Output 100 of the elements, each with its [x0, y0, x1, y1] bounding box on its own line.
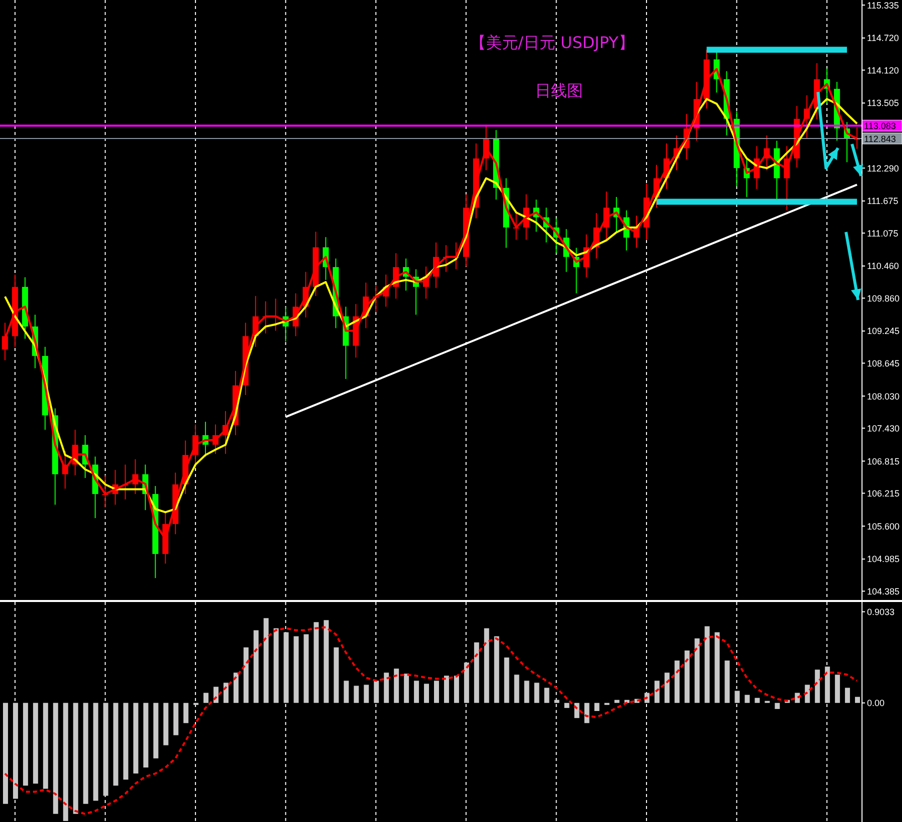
y-tick-label: 106.215: [867, 488, 900, 498]
y-tick-label: 0.9033: [867, 606, 895, 617]
bar: [514, 674, 520, 703]
bar: [264, 618, 269, 703]
bar: [814, 670, 820, 703]
bar: [374, 680, 379, 703]
bar: [153, 702, 158, 758]
bar: [183, 702, 188, 724]
bar: [244, 647, 249, 703]
bar: [854, 696, 860, 703]
bar: [224, 682, 229, 703]
bar: [424, 684, 429, 703]
y-tick-label: 108.645: [867, 358, 900, 368]
text: 【美元/日元 USDJPY】: [470, 33, 634, 54]
y-tick-label: 111.675: [867, 196, 898, 206]
bar: [314, 622, 319, 703]
bar: [664, 672, 670, 703]
text: 日线图: [535, 81, 583, 102]
bar: [824, 666, 830, 703]
bar: [494, 636, 500, 703]
bar: [163, 702, 168, 746]
bar: [53, 702, 58, 814]
bar: [844, 688, 850, 703]
y-tick-label: 114.120: [867, 65, 899, 76]
bar: [544, 688, 550, 703]
bar: [43, 702, 48, 789]
y-tick-label: 114.720: [867, 33, 899, 44]
bar: [484, 628, 490, 703]
y-tick-label: 104.385: [867, 586, 900, 596]
y-tick-label: 111.075: [867, 228, 898, 238]
y-tick-label: 115.335: [867, 0, 899, 10]
bar: [23, 702, 28, 786]
bar: [774, 702, 780, 709]
bar: [13, 702, 18, 799]
bar: [334, 647, 339, 703]
bar: [804, 684, 810, 703]
bar: [734, 690, 740, 703]
y-tick-label: 109.245: [867, 326, 900, 336]
y-tick-label: 110.460: [867, 261, 899, 272]
bar: [123, 702, 128, 780]
bar: [394, 668, 399, 703]
bar: [594, 702, 600, 711]
y-tick-label: 108.030: [867, 391, 900, 402]
bar: [744, 694, 750, 703]
bar: [724, 660, 730, 703]
bar: [93, 702, 98, 801]
bar: [464, 662, 470, 703]
bar: [474, 642, 480, 703]
bar: [684, 650, 690, 703]
bar: [113, 702, 118, 786]
y-tick-label: 109.860: [867, 293, 900, 304]
bar: [83, 702, 88, 804]
bar: [434, 680, 440, 703]
bar: [254, 630, 259, 703]
bar: [143, 702, 148, 768]
bar: [103, 702, 108, 796]
bar: [454, 676, 460, 703]
bar: [674, 660, 680, 703]
bar: [344, 680, 349, 703]
bar: [714, 632, 720, 703]
bar: [534, 682, 540, 703]
bar: [524, 680, 530, 703]
bar: [63, 702, 68, 821]
bar: [834, 674, 840, 703]
y-tick-label: 112.290: [867, 163, 899, 174]
bar: [704, 626, 710, 703]
bar: [73, 702, 78, 814]
bar: [33, 702, 38, 784]
bar: [404, 674, 409, 703]
ref-line-label: 112.843: [864, 134, 896, 144]
y-tick-label: 113.505: [867, 98, 899, 108]
bar: [554, 700, 560, 703]
line-series: [4, 626, 858, 815]
y-tick-label: 104.985: [867, 554, 900, 564]
y-tick-label: 107.430: [867, 423, 900, 434]
ref-line-label: 113.083: [864, 121, 896, 132]
bar: [584, 702, 590, 724]
bar: [133, 702, 138, 774]
bar: [284, 632, 289, 703]
bar: [614, 700, 620, 703]
y-tick-label: 105.600: [867, 521, 900, 532]
bar: [324, 620, 329, 703]
bar: [444, 676, 450, 703]
bar: [504, 658, 510, 703]
bar: [274, 628, 279, 703]
bar: [354, 686, 359, 703]
bar: [294, 636, 299, 703]
bar: [364, 684, 369, 703]
bar: [3, 702, 8, 804]
bar: [414, 680, 419, 703]
bar: [173, 702, 178, 736]
bar: [754, 698, 760, 703]
bar: [564, 702, 570, 708]
bar: [654, 680, 660, 703]
bar: [203, 692, 208, 703]
y-tick-label: 0.00: [867, 698, 885, 708]
bar: [384, 672, 389, 703]
y-tick-label: 106.815: [867, 456, 900, 466]
bar: [694, 638, 700, 703]
bar: [304, 634, 309, 703]
